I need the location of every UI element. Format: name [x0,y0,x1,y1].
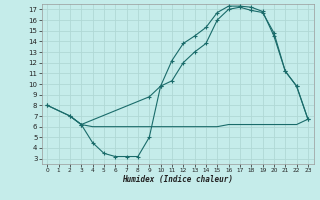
X-axis label: Humidex (Indice chaleur): Humidex (Indice chaleur) [122,175,233,184]
